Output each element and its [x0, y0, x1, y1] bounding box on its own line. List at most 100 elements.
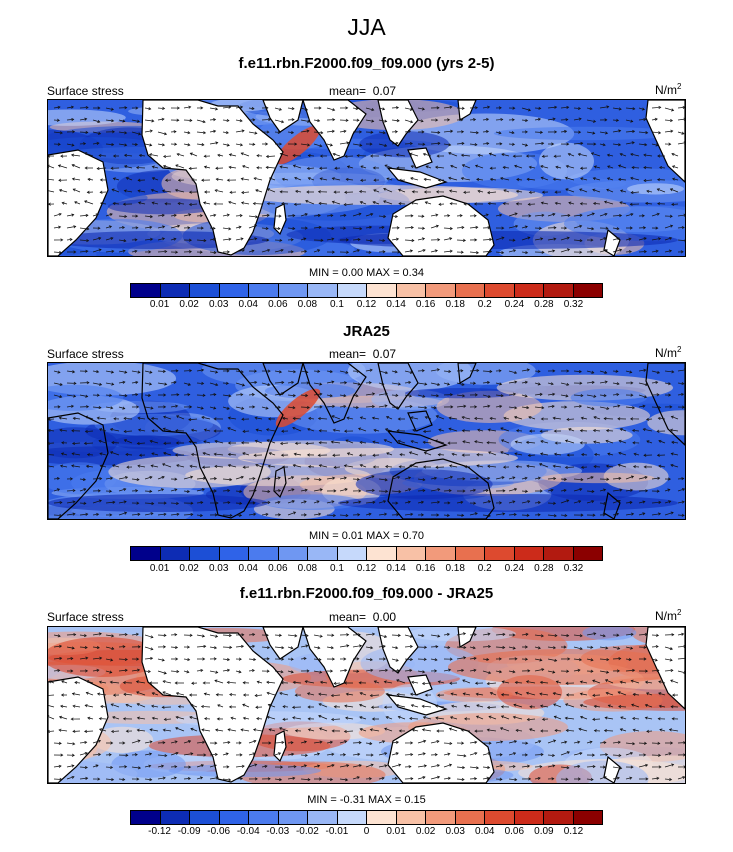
panel-1-map — [47, 99, 686, 257]
colorbar-swatch — [455, 547, 485, 560]
colorbar-tick-label: 0.28 — [534, 563, 554, 574]
colorbar-tick-label: -0.12 — [148, 826, 171, 837]
colorbar-swatch — [249, 547, 279, 560]
colorbar-swatch — [426, 547, 456, 560]
colorbar-swatch — [426, 811, 456, 824]
colorbar-swatch — [190, 547, 220, 560]
colorbar-tick-label: 0.01 — [149, 299, 170, 310]
colorbar-swatch — [367, 547, 397, 560]
panel-3-variable-label: Surface stress — [47, 610, 124, 624]
colorbar-tick-label: 0.06 — [504, 826, 525, 837]
colorbar-tick-label: 0.06 — [268, 299, 288, 310]
colorbar-tick-label: 0.2 — [477, 563, 492, 574]
panel-1-minmax: MIN = 0.00 MAX = 0.34 — [309, 267, 424, 279]
panel-1-units: N/m2 — [655, 82, 682, 97]
colorbar-swatch — [367, 284, 397, 297]
colorbar-swatch — [278, 284, 308, 297]
colorbar-tick-label: 0.12 — [563, 826, 584, 837]
colorbar-swatch — [455, 811, 485, 824]
colorbar-swatch — [131, 547, 161, 560]
colorbar-tick-label: 0.16 — [415, 563, 436, 574]
colorbar-tick-label: 0.28 — [534, 299, 554, 310]
colorbar-tick-label: 0.18 — [445, 563, 465, 574]
colorbar-tick-label: -0.02 — [295, 826, 319, 837]
colorbar-tick-label: 0.04 — [475, 826, 495, 837]
panel-3-mean: mean= 0.00 — [329, 610, 396, 624]
colorbar-tick-label: 0.03 — [208, 299, 229, 310]
panel-2-units: N/m2 — [655, 345, 682, 360]
colorbar-swatch — [455, 284, 485, 297]
colorbar-swatch — [131, 811, 161, 824]
colorbar-tick-label: -0.04 — [236, 826, 260, 837]
colorbar-swatch — [573, 547, 602, 560]
panel-3-mean-label: mean= — [329, 610, 367, 624]
panel-1-mean-label: mean= — [329, 84, 367, 98]
panel-2-title: JRA25 — [343, 323, 390, 340]
colorbar-tick-label: 0.02 — [415, 826, 436, 837]
colorbar-swatch — [160, 547, 190, 560]
colorbar-tick-label: 0.24 — [504, 299, 525, 310]
panel-3-colorbar — [130, 810, 603, 825]
colorbar-tick-label: 0.16 — [415, 299, 436, 310]
colorbar-swatch — [544, 547, 574, 560]
colorbar-tick-label: 0.32 — [563, 563, 584, 574]
colorbar-swatch — [544, 811, 574, 824]
panel-3-colorbar-ticks: -0.12 -0.09 -0.06 -0.04 -0.03 -0.02 -0.01 0 0.01… — [130, 826, 603, 840]
panel-1-colorbar — [130, 283, 603, 298]
colorbar-swatch — [278, 547, 308, 560]
colorbar-tick-label: 0.04 — [238, 563, 258, 574]
colorbar-tick-label: 0.02 — [179, 299, 199, 310]
colorbar-tick-label: 0.14 — [386, 299, 406, 310]
colorbar-swatch — [426, 284, 456, 297]
colorbar-swatch — [573, 284, 602, 297]
colorbar-tick-label: 0.12 — [356, 299, 377, 310]
colorbar-tick-label: 0.12 — [356, 563, 377, 574]
colorbar-tick-label: 0.2 — [477, 299, 492, 310]
panel-1-mean: mean= 0.07 — [329, 84, 396, 98]
panel-2-mean: mean= 0.07 — [329, 347, 396, 361]
colorbar-tick-label: -0.03 — [266, 826, 290, 837]
colorbar-tick-label: 0.06 — [268, 563, 288, 574]
colorbar-swatch — [514, 811, 544, 824]
colorbar-swatch — [485, 547, 515, 560]
colorbar-tick-label: 0.03 — [445, 826, 465, 837]
panel-3-units: N/m2 — [655, 608, 682, 623]
colorbar-tick-label: -0.09 — [177, 826, 201, 837]
colorbar-tick-label: 0.08 — [297, 563, 318, 574]
colorbar-swatch — [367, 811, 397, 824]
colorbar-tick-label: 0.32 — [563, 299, 584, 310]
colorbar-swatch — [514, 547, 544, 560]
colorbar-tick-label: 0.09 — [534, 826, 554, 837]
panel-2-map — [47, 362, 686, 520]
panel-3-title: f.e11.rbn.F2000.f09_f09.000 - JRA25 — [239, 585, 494, 602]
colorbar-swatch — [573, 811, 602, 824]
panel-2-minmax: MIN = 0.01 MAX = 0.70 — [309, 530, 424, 542]
colorbar-tick-label: -0.01 — [325, 826, 349, 837]
colorbar-swatch — [337, 284, 367, 297]
colorbar-tick-label: 0.04 — [238, 299, 258, 310]
panel-2-colorbar-ticks: 0.01 0.02 0.03 0.04 0.06 0.08 0.1 0.12 0.14 0.16 0… — [130, 563, 603, 577]
colorbar-swatch — [160, 811, 190, 824]
colorbar-swatch — [219, 811, 249, 824]
panel-2-mean-label: mean= — [329, 347, 367, 361]
colorbar-tick-label: 0 — [363, 826, 370, 837]
colorbar-swatch — [308, 811, 338, 824]
colorbar-swatch — [337, 811, 367, 824]
colorbar-swatch — [396, 811, 426, 824]
colorbar-swatch — [278, 811, 308, 824]
colorbar-swatch — [308, 284, 338, 297]
panel-1-colorbar-ticks: 0.01 0.02 0.03 0.04 0.06 0.08 0.1 0.12 0.14 0.16 0… — [130, 299, 603, 313]
colorbar-swatch — [190, 284, 220, 297]
colorbar-swatch — [485, 284, 515, 297]
colorbar-swatch — [544, 284, 574, 297]
colorbar-swatch — [249, 811, 279, 824]
colorbar-tick-label: 0.01 — [149, 563, 170, 574]
panel-1-variable-label: Surface stress — [47, 84, 124, 98]
colorbar-tick-label: 0.01 — [386, 826, 406, 837]
colorbar-swatch — [160, 284, 190, 297]
colorbar-swatch — [396, 284, 426, 297]
panel-3-minmax: MIN = -0.31 MAX = 0.15 — [307, 794, 426, 806]
colorbar-swatch — [249, 284, 279, 297]
colorbar-swatch — [219, 547, 249, 560]
colorbar-swatch — [337, 547, 367, 560]
